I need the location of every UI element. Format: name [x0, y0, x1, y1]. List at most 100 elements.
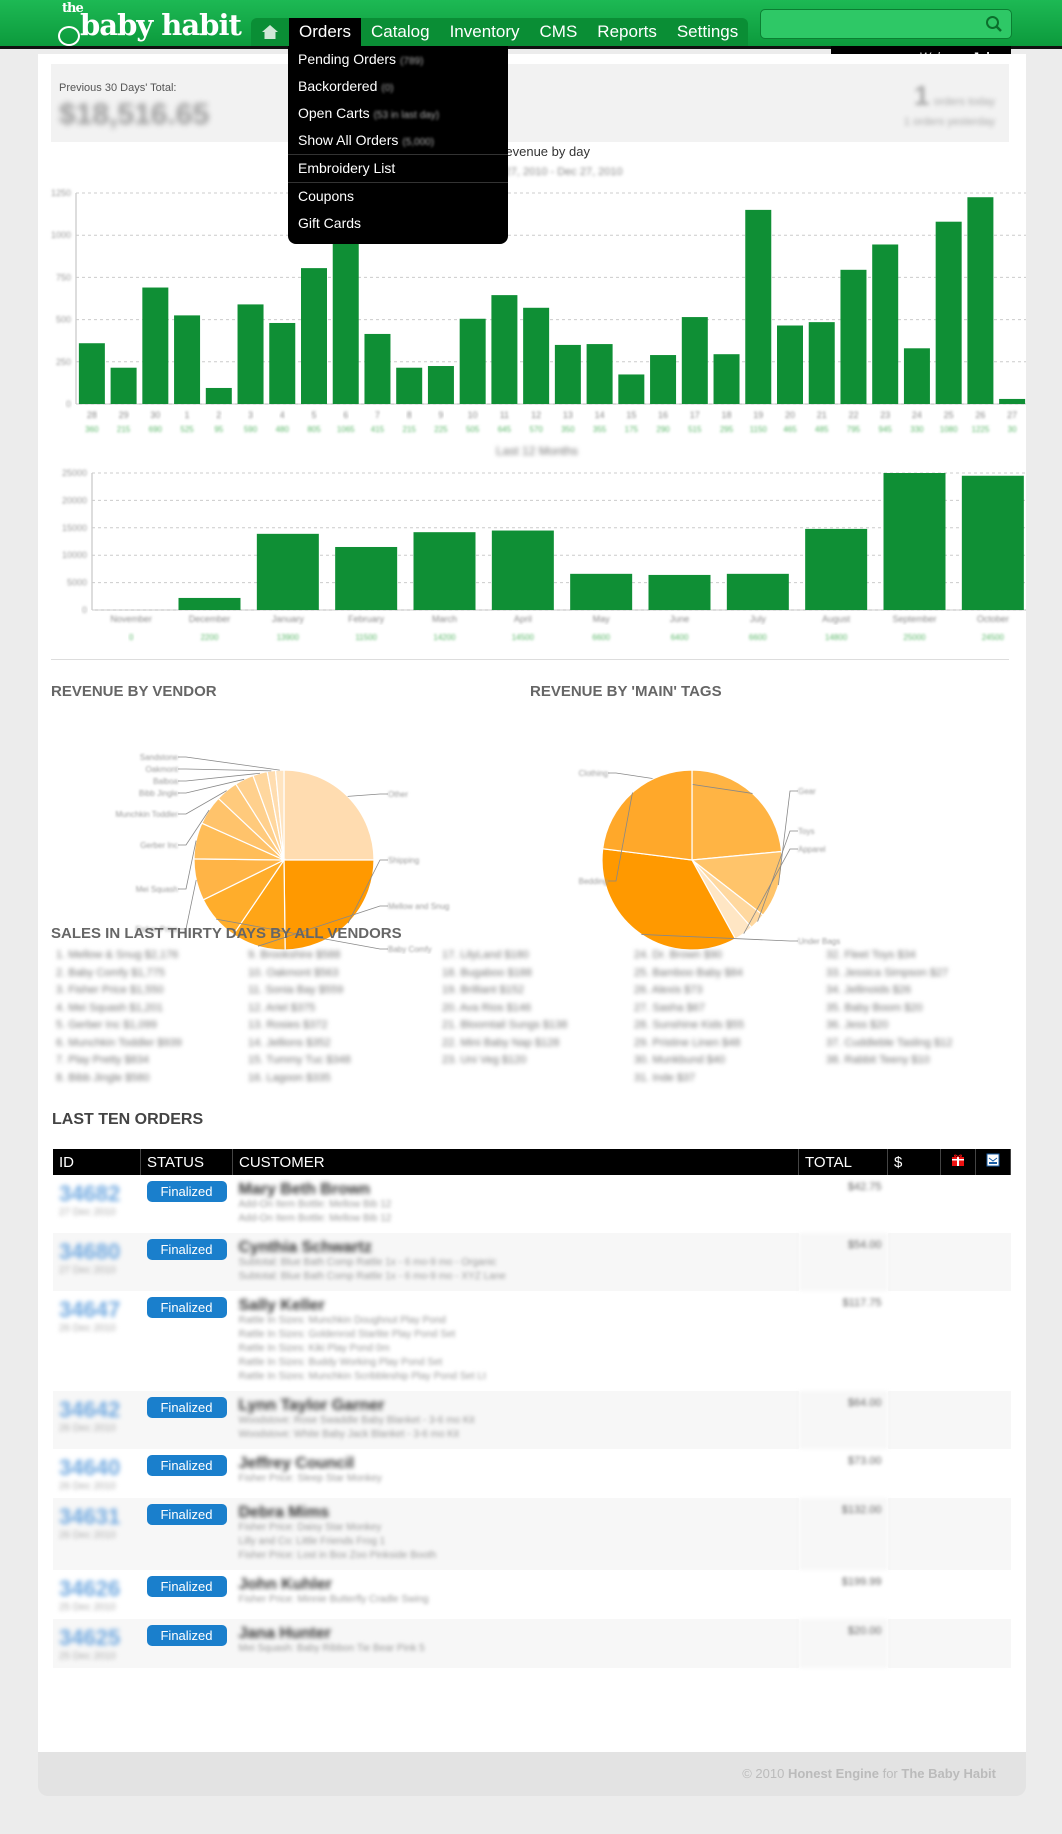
vendor-sales-item: 11. Sonia Bay $559: [248, 984, 344, 996]
bar-value-label: 14500: [512, 633, 535, 642]
customer-name[interactable]: Jeffrey Council: [238, 1455, 355, 1472]
col-customer[interactable]: CUSTOMER: [232, 1149, 799, 1175]
order-row[interactable]: 34640 26 Dec 2010 Finalized Jeffrey Counc…: [53, 1449, 1011, 1498]
status-badge[interactable]: Finalized: [146, 1625, 227, 1646]
bar-value-label: 1080: [940, 425, 958, 434]
customer-name[interactable]: John Kuhler: [238, 1576, 332, 1593]
order-id-link[interactable]: 34680: [59, 1239, 121, 1264]
orders-dropdown-menu: Pending Orders (789) Backordered (0) Open …: [288, 46, 508, 244]
search-icon[interactable]: [985, 15, 1003, 38]
x-tick-label: 14: [595, 410, 605, 420]
vendor-sales-item: 19. Brilliant $152: [442, 984, 524, 996]
menu-coupons[interactable]: Coupons: [288, 182, 508, 210]
nav-settings[interactable]: Settings: [676, 22, 739, 41]
pie-leader-line: [641, 934, 798, 942]
status-badge[interactable]: Finalized: [146, 1455, 227, 1476]
bar-value-label: 690: [149, 425, 163, 434]
order-id-link[interactable]: 34682: [59, 1181, 121, 1206]
x-tick-label: 30: [150, 410, 160, 420]
pie-slice: [283, 769, 375, 861]
x-tick-label: July: [750, 614, 767, 624]
y-tick-label: 1250: [51, 188, 71, 198]
y-tick-label: 15000: [62, 523, 87, 533]
order-id-link[interactable]: 34626: [59, 1576, 121, 1601]
x-tick-label: 25: [944, 410, 954, 420]
status-badge[interactable]: Finalized: [146, 1397, 227, 1418]
status-badge[interactable]: Finalized: [146, 1504, 227, 1525]
vendor-sales-item: 34. Jellinoids $26: [826, 984, 912, 996]
bar: [78, 343, 105, 404]
x-tick-label: December: [189, 614, 231, 624]
order-id-link[interactable]: 34640: [59, 1455, 121, 1480]
customer-name[interactable]: Jana Hunter: [238, 1625, 331, 1642]
customer-name[interactable]: Debra Mims: [238, 1504, 330, 1521]
order-row[interactable]: 34682 27 Dec 2010 Finalized Mary Beth Bro…: [53, 1175, 1011, 1233]
status-badge[interactable]: Finalized: [146, 1297, 227, 1318]
email-icon[interactable]: [975, 1149, 1011, 1175]
status-badge[interactable]: Finalized: [146, 1239, 227, 1260]
order-id-link[interactable]: 34647: [59, 1297, 121, 1322]
order-row[interactable]: 34626 25 Dec 2010 Finalized John Kuhler Fi…: [53, 1570, 1011, 1619]
vendor-pie-chart: Other Shipping Mellow and Snug Baby Comfy Fi…: [115, 753, 449, 954]
menu-embroidery-list[interactable]: Embroidery List: [288, 154, 508, 182]
home-icon[interactable]: [251, 18, 289, 46]
order-id-link[interactable]: 34625: [59, 1625, 121, 1650]
x-tick-label: 2: [216, 410, 221, 420]
vendor-sales-item: 29. Pristine Linen $48: [634, 1036, 741, 1049]
nav-orders[interactable]: Orders: [289, 18, 361, 46]
customer-name[interactable]: Lynn Taylor Garner: [238, 1397, 385, 1414]
status-badge[interactable]: Finalized: [146, 1576, 227, 1597]
menu-pending-orders[interactable]: Pending Orders (789): [298, 51, 424, 67]
order-row[interactable]: 34680 27 Dec 2010 Finalized Cynthia Schwa…: [53, 1233, 1011, 1291]
status-badge[interactable]: Finalized: [146, 1181, 227, 1202]
x-tick-label: February: [348, 614, 385, 624]
vendor-sales-item: 8. Bibb Jingle $580: [56, 1071, 150, 1084]
footer-engine[interactable]: Honest Engine: [787, 1766, 879, 1781]
col-total[interactable]: TOTAL: [798, 1149, 888, 1175]
order-id-link[interactable]: 34642: [59, 1397, 121, 1422]
menu-open-carts[interactable]: Open Carts (53 in last day): [298, 105, 440, 121]
email-cell: [975, 1391, 1011, 1449]
menu-gift-cards[interactable]: Gift Cards: [298, 215, 362, 231]
order-date: 26 Dec 2010: [59, 1423, 116, 1434]
vendor-sales-item: 36. Jess $20: [826, 1019, 889, 1031]
order-row[interactable]: 34647 26 Dec 2010 Finalized Sally Keller R…: [53, 1291, 1011, 1391]
col-dollar[interactable]: $: [887, 1149, 941, 1175]
order-row[interactable]: 34631 26 Dec 2010 Finalized Debra Mims Fis…: [53, 1498, 1011, 1570]
footer-client[interactable]: The Baby Habit: [901, 1766, 996, 1781]
pie-slice: [601, 848, 737, 951]
order-row[interactable]: 34642 26 Dec 2010 Finalized Lynn Taylor G…: [53, 1391, 1011, 1449]
search-input[interactable]: [760, 9, 1012, 39]
vendor-sales-item: 12. Ariel $375: [248, 1001, 316, 1014]
nav-reports[interactable]: Reports: [597, 22, 657, 41]
orders-section-title: LAST TEN ORDERS: [52, 1111, 204, 1128]
customer-name[interactable]: Sally Keller: [238, 1297, 325, 1314]
order-date: 27 Dec 2010: [59, 1207, 116, 1218]
y-tick-label: 250: [56, 357, 71, 367]
nav-catalog[interactable]: Catalog: [370, 22, 430, 41]
pie-label: Bibb Jingle: [139, 789, 179, 798]
nav-inventory[interactable]: Inventory: [449, 22, 520, 41]
vendor-sales-item: 1. Mellow & Snug $2,176: [56, 949, 179, 961]
customer-name[interactable]: Cynthia Schwartz: [238, 1239, 372, 1256]
menu-backordered[interactable]: Backordered (0): [298, 78, 394, 94]
bar-value-label: 590: [244, 425, 258, 434]
payment-cell: [888, 1449, 941, 1498]
order-line-item: Rattle In Sizes: Munchkin Doughnut Play …: [238, 1315, 446, 1326]
order-date: 25 Dec 2010: [59, 1651, 116, 1662]
nav-cms[interactable]: CMS: [539, 22, 578, 41]
bar: [396, 367, 423, 404]
order-id-link[interactable]: 34631: [59, 1504, 121, 1529]
gift-icon[interactable]: [940, 1149, 976, 1175]
col-status[interactable]: STATUS: [140, 1149, 233, 1175]
order-row[interactable]: 34625 25 Dec 2010 Finalized Jana Hunter Me…: [53, 1619, 1011, 1668]
payment-cell: [888, 1175, 941, 1233]
customer-name[interactable]: Mary Beth Brown: [238, 1181, 371, 1198]
order-line-item: Lilly and Co: Little Friends Frog 1: [238, 1536, 386, 1547]
menu-show-all-orders[interactable]: Show All Orders (5,000): [298, 132, 435, 148]
col-id[interactable]: ID: [53, 1149, 141, 1175]
email-cell: [976, 1449, 1011, 1498]
y-tick-label: 0: [82, 605, 87, 615]
sales-column: 17. LilyLand $180 18. Bugaboo $188 19. Bri…: [442, 949, 622, 1072]
tags-pie-chart: Clothing Gear Toys Apparel Under Bags Bedding: [579, 769, 840, 951]
